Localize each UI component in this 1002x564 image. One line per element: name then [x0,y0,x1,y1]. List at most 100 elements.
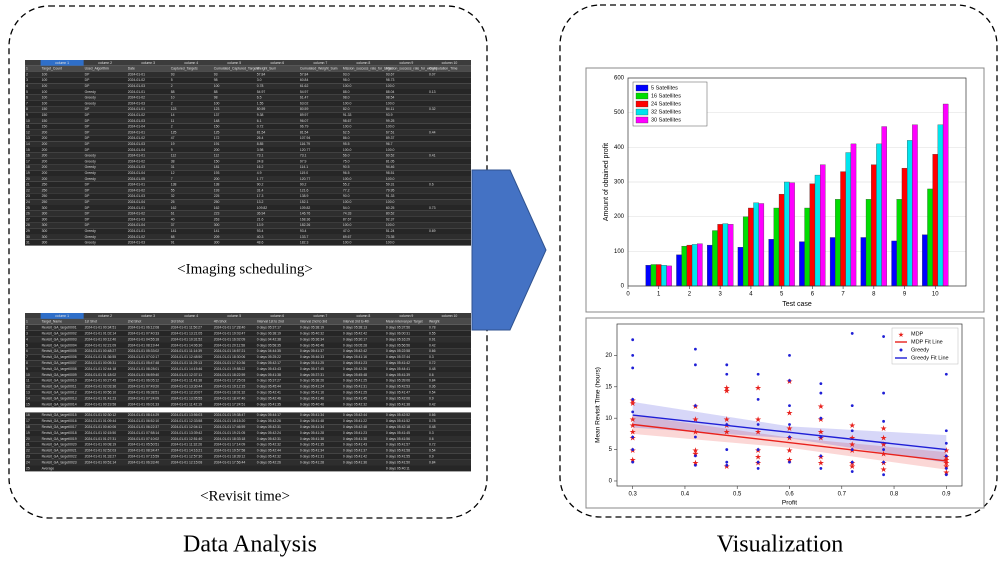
table-cell: 8 [26,107,28,111]
table-cell: 36.94 [257,212,266,216]
point: ★ [849,440,856,449]
table-cell: 2024-01-03 [128,217,145,221]
bar [661,265,666,286]
point: ★ [786,446,793,455]
table-cell: 0 days 05:42:42 [343,332,367,336]
point [725,464,728,467]
table-cell: 98 [214,78,218,82]
table-cell: column 10 [442,61,458,65]
table-cell: DP [85,200,90,204]
table-cell: 4th Shot [214,320,227,324]
table-cell: 0 days 05:41:35 [300,443,324,447]
table-cell: 138 [214,183,220,187]
table-cell: 0 days 05:42:26 [257,419,281,423]
bar [892,241,897,286]
table-cell: 300 [214,223,220,227]
table-cell: 21.6 [257,217,264,221]
table-cell: 91.33 [343,113,352,117]
table-cell: 182.3 [300,241,309,245]
table-cell: 200 [42,165,48,169]
table-cell: column 2 [98,314,112,318]
table-cell: 162 [214,206,220,210]
table-cell: 0.6 [429,183,434,187]
table-cell: 2024-01-01 19:58:22 [214,367,246,371]
point [819,454,822,457]
table-cell: 0.72 [429,443,436,447]
y-tick-label: 400 [614,145,625,151]
table-cell: 0 days 05:42:44 [343,413,367,417]
table-cell: 7 [26,355,28,359]
table-cell: Date [128,67,135,71]
bar [769,239,774,286]
table-cell: 172 [214,136,220,140]
table-cell: 0.13 [429,90,436,94]
table-cell: 300 [42,212,48,216]
table-cell: 2024-01-03 [128,194,145,198]
table-cell: 2024-01-01 06:12:08 [128,326,160,330]
table-cell: Revisit_GA_target0011 [42,385,77,389]
table-cell: 0.54 [429,449,436,453]
bar [897,199,902,286]
table-cell: Interval 2nd to 3rd [300,320,327,324]
point: ★ [629,427,636,436]
table-cell: 0 days 05:41:35 [257,402,281,406]
table-cell: 2024-01-01 19:57:58 [214,449,246,453]
table-cell: 0.42 [429,343,436,347]
table-cell: 0.6 [429,373,434,377]
table-cell: 2024-01-04 [128,200,145,204]
table-cell: 0 days 05:40:46 [300,402,324,406]
table-cell: 2024-01-01 02:03:36 [85,385,117,389]
table-cell: 0 days 05:30:17 [343,337,367,341]
table-cell: 1 [26,67,28,71]
bar [651,265,656,286]
table-cell: 2024-01-01 04:55:18 [128,337,160,341]
table-cell: 2024-01-01 06:38:51 [128,391,160,395]
table-cell: 25 [26,206,30,210]
bar [810,184,815,286]
bar [712,231,717,286]
table-cell: 19 [26,171,30,175]
table-cell: 9.38 [257,113,264,117]
legend-label: Greedy Fit Line [911,355,949,361]
table-cell: 2024-01-04 [128,125,145,129]
table-cell: 13 [26,391,30,395]
table-cell: 100.0 [386,84,395,88]
table-cell: 2024-01-01 07:10:02 [128,437,160,441]
panel-caption: Data Analysis [183,532,317,558]
table-row [25,205,471,211]
table-cell: 60.84 [300,78,309,82]
table-row [25,217,471,223]
legend-swatch [636,117,648,123]
table-cell: 5 [171,78,173,82]
table-cell: 112 [214,154,220,158]
table-cell: DP [85,125,90,129]
table-cell: 16 [26,413,30,417]
table-cell: 191 [214,142,220,146]
point [882,461,885,464]
table-cell: 17 [26,419,30,423]
point [851,470,854,473]
table-cell: 17.3 [257,194,264,198]
table-cell: 120.77 [300,177,310,181]
table-cell: 0 days 05:41:38 [386,402,410,406]
table-cell: 2024-01-01 13:39:42 [171,431,203,435]
table-cell: 2024-01-01 19:12:15 [214,385,246,389]
table-cell: DP [85,136,90,140]
table-cell: 0.07 [429,72,436,76]
table-cell: 68 [171,235,175,239]
table-cell: Greedy [85,154,96,158]
point [851,332,854,335]
table-cell: 2024-01-01 12:51:40 [171,437,203,441]
table-cell: 91.33 [386,194,395,198]
table-cell: DP [85,107,90,111]
table-cell: 200 [214,177,220,181]
table-cell: 56.0 [343,154,350,158]
table-cell: 2024-01-01 02:52:03 [85,449,117,453]
table-cell: 11 [26,125,30,129]
legend-swatch [636,93,648,99]
table-cell: 138.9 [300,194,309,198]
point [694,363,697,366]
table-cell: 100.0 [386,148,395,152]
table-cell: 2024-01-01 00:51:14 [85,460,117,464]
table-cell: 93.4 [300,229,307,233]
